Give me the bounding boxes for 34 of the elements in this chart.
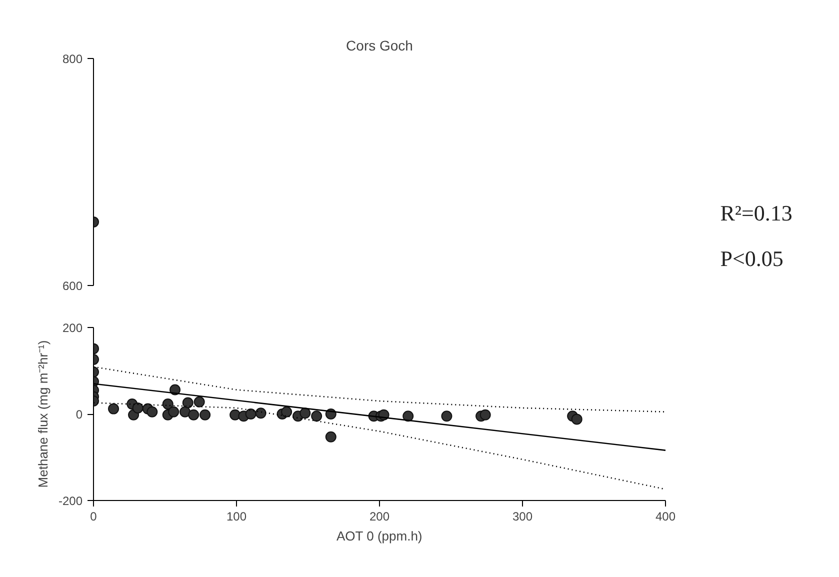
point	[200, 409, 211, 420]
y-axis-title: Methane flux (mg m⁻²hr⁻¹)	[35, 340, 50, 488]
chart-title: Cors Goch	[346, 38, 413, 54]
point	[300, 408, 311, 419]
point	[245, 408, 256, 420]
x-tick-label: 200	[369, 510, 390, 524]
point	[162, 398, 174, 410]
point	[325, 431, 336, 442]
text: P<0.05	[720, 246, 784, 271]
point	[311, 410, 322, 422]
point	[168, 406, 180, 418]
point	[571, 414, 582, 425]
y-tick-label: 800	[62, 52, 83, 66]
y-tick-label: 200	[62, 321, 83, 335]
point	[480, 409, 491, 420]
x-tick-label: 300	[512, 510, 533, 524]
point	[146, 406, 158, 418]
x-axis-title: AOT 0 (ppm.h)	[336, 528, 422, 544]
point	[194, 396, 205, 408]
x-tick-label: 100	[226, 510, 247, 524]
y-tick-label: 0	[76, 408, 83, 422]
point	[108, 403, 120, 414]
point	[182, 397, 194, 408]
point	[441, 410, 452, 422]
point	[402, 410, 414, 422]
y-tick-label: -200	[58, 494, 83, 508]
x-tick-label: 400	[655, 510, 676, 524]
point	[132, 402, 144, 414]
point	[188, 409, 200, 420]
x-tick-label: 0	[90, 510, 98, 524]
point	[281, 406, 292, 418]
point	[255, 408, 266, 419]
text: R²=0.13	[720, 200, 792, 226]
y-tick-label: 600	[62, 279, 83, 293]
